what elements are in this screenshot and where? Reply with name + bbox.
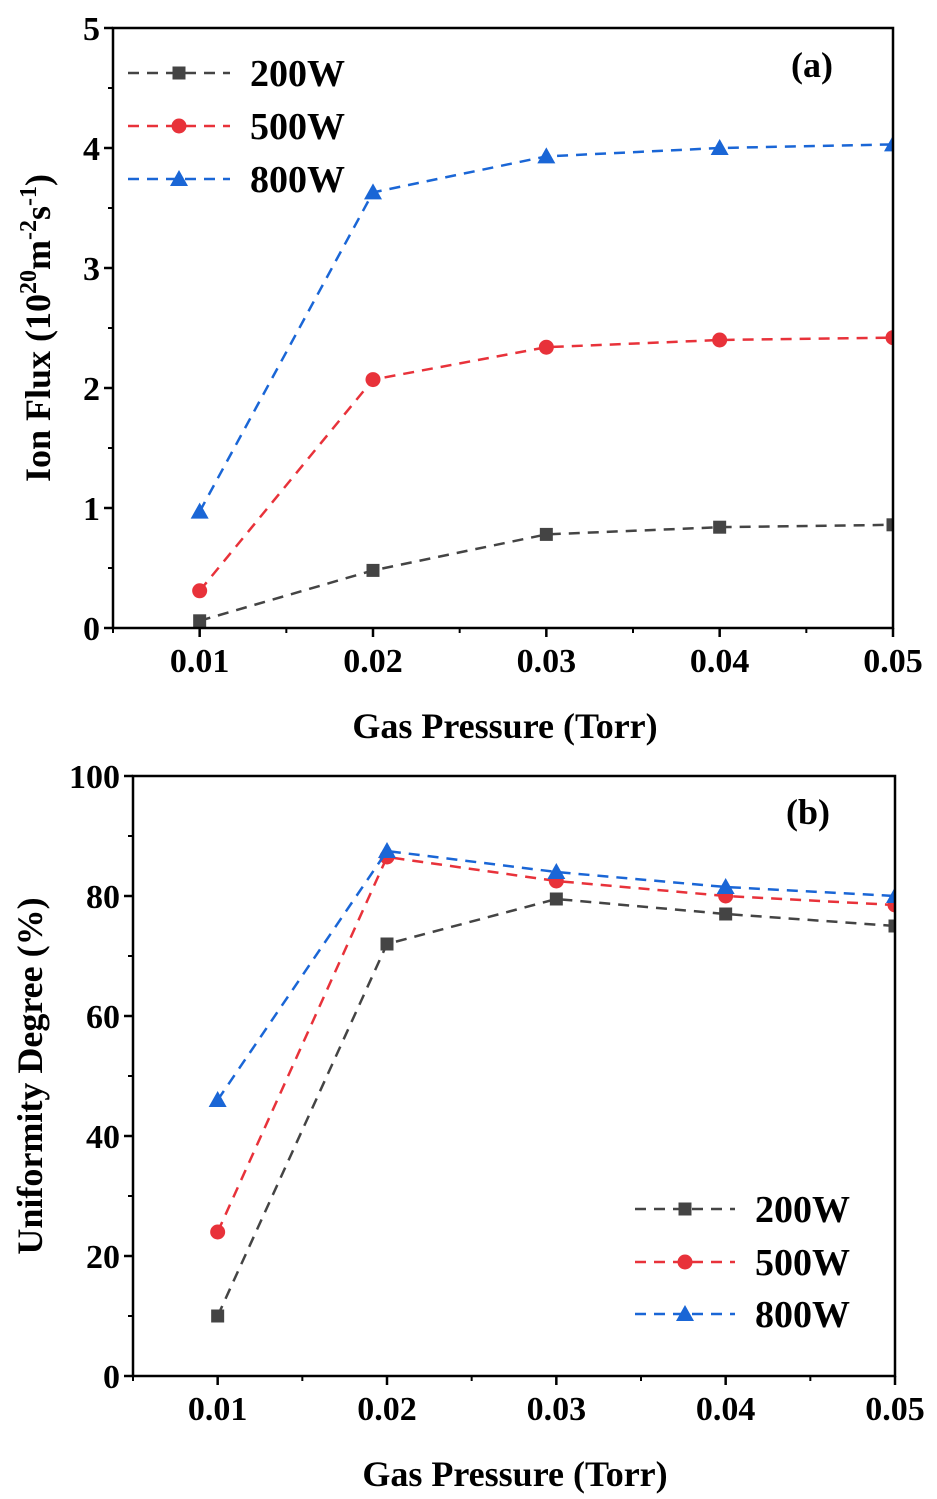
x-tick-label: 0.05	[865, 1391, 925, 1428]
y-tick-label: 40	[86, 1119, 120, 1156]
data-point-800W-0.03	[537, 147, 556, 164]
data-point-800W-0.03	[547, 863, 566, 879]
x-tick-label: 0.02	[343, 643, 403, 680]
y-label-superscript: -2	[16, 220, 42, 240]
data-point-500W-0.02	[365, 372, 381, 388]
x-tick-label: 0.03	[517, 643, 577, 680]
data-point-200W-0.05	[886, 518, 893, 532]
y-tick-label: 0	[103, 1359, 120, 1396]
y-label-text: )	[18, 174, 58, 186]
data-point-800W-0.01	[190, 502, 209, 519]
legend: 200W 500W 800W	[635, 1189, 850, 1336]
x-tick-label: 0.05	[863, 643, 923, 680]
data-point-200W-0.01	[193, 614, 207, 628]
y-tick-label: 100	[69, 759, 120, 796]
y-tick-label: 3	[83, 251, 100, 288]
data-point-500W-0.01	[192, 583, 208, 599]
y-label-text: s	[18, 206, 58, 220]
y-tick-label: 5	[83, 11, 100, 48]
y-tick-label: 20	[86, 1239, 120, 1276]
series-line-800W	[216, 849, 895, 1101]
legend-label: 200W	[755, 1189, 850, 1231]
legend-marker-triangle	[170, 170, 188, 186]
legend-item-200W: 200W	[128, 53, 345, 95]
data-point-500W-0.04	[712, 332, 728, 348]
data-point-200W-0.01	[211, 1309, 225, 1323]
data-point-800W-0.05	[884, 135, 893, 152]
x-tick-label: 0.04	[690, 643, 750, 680]
data-point-200W-0.03	[539, 527, 553, 541]
plot-area	[208, 842, 895, 1323]
data-point-800W-0.02	[364, 183, 382, 200]
legend-label: 500W	[755, 1242, 850, 1284]
y-label-text: Ion Flux (10	[18, 294, 58, 482]
series-line-200W	[199, 523, 893, 623]
x-axis-label: Gas Pressure (Torr)	[362, 1454, 667, 1494]
legend-marker-square	[678, 1202, 692, 1216]
legend-item-500W: 500W	[635, 1242, 850, 1284]
data-point-800W-0.04	[710, 139, 729, 155]
legend-label: 500W	[250, 106, 345, 148]
legend-label: 200W	[250, 53, 345, 95]
y-tick-label: 60	[86, 999, 120, 1036]
x-tick-label: 0.02	[357, 1391, 417, 1428]
data-point-200W-0.04	[719, 907, 733, 921]
y-label-text: Uniformity Degree (%)	[10, 897, 50, 1254]
x-axis-label: Gas Pressure (Torr)	[352, 706, 657, 746]
data-point-200W-0.02	[380, 937, 394, 951]
x-tick-label: 0.01	[170, 643, 230, 680]
data-point-500W-0.05	[885, 330, 893, 346]
chart-panel-b: 0.01 0.02 0.03 0.04 0.05 0 20 40 60 80 100 Gas Pres…	[10, 759, 925, 1494]
legend-item-200W: 200W	[635, 1189, 850, 1231]
y-tick-label: 1	[83, 491, 100, 528]
legend-item-500W: 500W	[128, 106, 345, 148]
series-line-200W	[216, 897, 895, 1317]
series-line-500W	[216, 855, 895, 1233]
legend-item-800W: 800W	[635, 1294, 850, 1336]
y-label-superscript: -1	[16, 186, 42, 206]
legend-marker-circle	[171, 118, 187, 134]
y-axis-label: Uniformity Degree (%)	[10, 897, 50, 1254]
x-tick-label: 0.03	[527, 1391, 587, 1428]
data-point-800W-0.05	[886, 887, 895, 903]
legend-item-800W: 800W	[128, 159, 345, 201]
x-tick-label: 0.04	[696, 1391, 756, 1428]
plot-area	[190, 135, 893, 628]
data-point-800W-0.04	[716, 878, 735, 894]
data-point-800W-0.02	[378, 842, 396, 858]
legend-marker-triangle	[676, 1305, 694, 1321]
panel-label: (b)	[786, 792, 830, 832]
legend: 200W 500W 800W	[128, 53, 345, 201]
panel-label: (a)	[791, 45, 833, 85]
plot-frame	[131, 774, 897, 1378]
y-label-superscript: 20	[16, 270, 42, 294]
y-label-text: m	[18, 240, 58, 270]
legend-label: 800W	[755, 1294, 850, 1336]
y-tick-label: 2	[83, 371, 100, 408]
legend-label: 800W	[250, 159, 345, 201]
plot-frame	[111, 26, 895, 630]
legend-marker-circle	[677, 1254, 693, 1270]
data-point-500W-0.01	[210, 1224, 226, 1240]
x-tick-label: 0.01	[188, 1391, 248, 1428]
series-line-500W	[198, 336, 893, 592]
data-point-200W-0.05	[888, 919, 895, 933]
y-tick-label: 80	[86, 879, 120, 916]
chart-panel-a: 0.01 0.02 0.03 0.04 0.05 0 1 2 3 4 5 Gas Pressure (…	[16, 11, 923, 746]
legend-marker-square	[172, 66, 186, 80]
data-point-200W-0.04	[713, 520, 727, 534]
y-tick-label: 4	[83, 131, 100, 168]
data-point-800W-0.01	[208, 1091, 227, 1107]
y-tick-label: 0	[83, 611, 100, 648]
data-point-500W-0.03	[538, 339, 554, 355]
data-point-200W-0.02	[366, 563, 380, 577]
data-point-200W-0.03	[549, 892, 563, 906]
y-axis-label: Ion Flux (1020m-2s-1)	[16, 174, 58, 482]
